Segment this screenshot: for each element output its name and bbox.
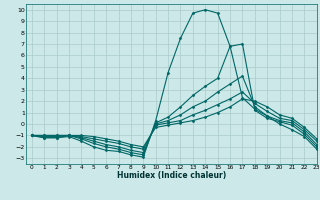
X-axis label: Humidex (Indice chaleur): Humidex (Indice chaleur) <box>116 171 226 180</box>
